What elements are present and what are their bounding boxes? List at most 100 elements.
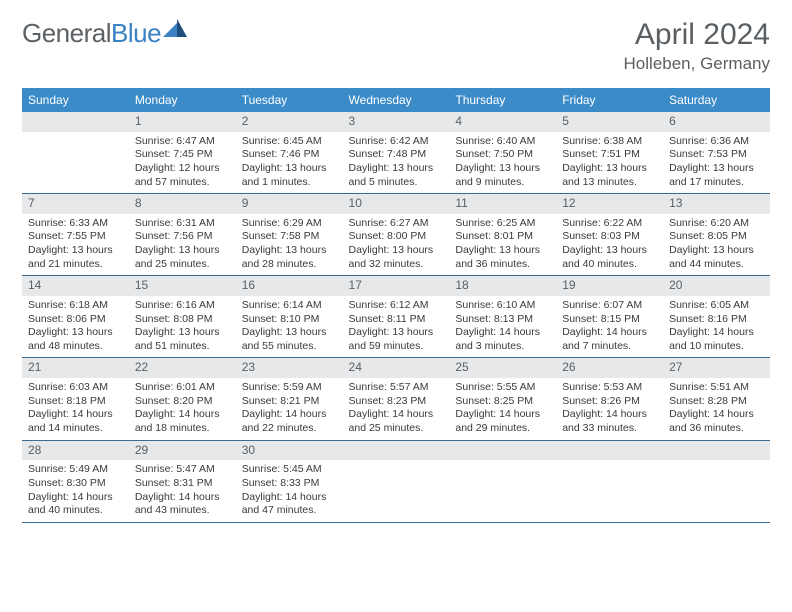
day-cell: 16Sunrise: 6:14 AMSunset: 8:10 PMDayligh… [236, 276, 343, 358]
day-number: 18 [449, 276, 556, 296]
day-number: 4 [449, 112, 556, 132]
day-cell: 30Sunrise: 5:45 AMSunset: 8:33 PMDayligh… [236, 440, 343, 522]
day-number: 14 [22, 276, 129, 296]
day-cell: 3Sunrise: 6:42 AMSunset: 7:48 PMDaylight… [343, 112, 450, 194]
day-line: Daylight: 13 hours [455, 162, 550, 176]
day-number [22, 112, 129, 132]
day-line: Sunrise: 5:57 AM [349, 381, 444, 395]
day-line: and 14 minutes. [28, 422, 123, 436]
day-line: Sunset: 8:00 PM [349, 230, 444, 244]
day-line: Sunrise: 6:10 AM [455, 299, 550, 313]
day-number: 30 [236, 441, 343, 461]
day-cell: 25Sunrise: 5:55 AMSunset: 8:25 PMDayligh… [449, 358, 556, 440]
day-content: Sunrise: 5:49 AMSunset: 8:30 PMDaylight:… [22, 460, 129, 522]
day-content: Sunrise: 6:25 AMSunset: 8:01 PMDaylight:… [449, 214, 556, 276]
day-content: Sunrise: 6:40 AMSunset: 7:50 PMDaylight:… [449, 132, 556, 194]
day-cell [343, 440, 450, 522]
day-content: Sunrise: 6:16 AMSunset: 8:08 PMDaylight:… [129, 296, 236, 358]
day-cell: 20Sunrise: 6:05 AMSunset: 8:16 PMDayligh… [663, 276, 770, 358]
day-line: Daylight: 14 hours [455, 326, 550, 340]
day-cell: 13Sunrise: 6:20 AMSunset: 8:05 PMDayligh… [663, 194, 770, 276]
day-number: 1 [129, 112, 236, 132]
day-line: Daylight: 12 hours [135, 162, 230, 176]
day-line: Sunrise: 5:53 AM [562, 381, 657, 395]
day-line: Sunrise: 6:31 AM [135, 217, 230, 231]
day-cell [556, 440, 663, 522]
day-line: Sunrise: 5:55 AM [455, 381, 550, 395]
day-cell: 14Sunrise: 6:18 AMSunset: 8:06 PMDayligh… [22, 276, 129, 358]
day-line: Sunset: 8:05 PM [669, 230, 764, 244]
day-cell: 11Sunrise: 6:25 AMSunset: 8:01 PMDayligh… [449, 194, 556, 276]
day-content: Sunrise: 6:05 AMSunset: 8:16 PMDaylight:… [663, 296, 770, 358]
day-number: 24 [343, 358, 450, 378]
day-line: Sunrise: 6:42 AM [349, 135, 444, 149]
day-content: Sunrise: 6:10 AMSunset: 8:13 PMDaylight:… [449, 296, 556, 358]
day-line: Daylight: 14 hours [242, 408, 337, 422]
day-line: and 1 minutes. [242, 176, 337, 190]
day-line: and 9 minutes. [455, 176, 550, 190]
day-number [556, 441, 663, 461]
day-line: Sunset: 8:21 PM [242, 395, 337, 409]
day-line: and 25 minutes. [135, 258, 230, 272]
day-content: Sunrise: 5:57 AMSunset: 8:23 PMDaylight:… [343, 378, 450, 440]
day-line: and 5 minutes. [349, 176, 444, 190]
day-header: Friday [556, 88, 663, 112]
day-line: Sunrise: 5:59 AM [242, 381, 337, 395]
day-content: Sunrise: 5:59 AMSunset: 8:21 PMDaylight:… [236, 378, 343, 440]
day-line: and 43 minutes. [135, 504, 230, 518]
day-number: 15 [129, 276, 236, 296]
day-line: Sunset: 7:53 PM [669, 148, 764, 162]
day-number: 7 [22, 194, 129, 214]
day-line: Sunrise: 6:05 AM [669, 299, 764, 313]
day-number: 21 [22, 358, 129, 378]
day-line: and 51 minutes. [135, 340, 230, 354]
day-line: and 32 minutes. [349, 258, 444, 272]
day-line: Daylight: 14 hours [135, 408, 230, 422]
day-content: Sunrise: 5:53 AMSunset: 8:26 PMDaylight:… [556, 378, 663, 440]
day-line: Daylight: 13 hours [242, 162, 337, 176]
day-line: Sunset: 8:03 PM [562, 230, 657, 244]
day-line: Daylight: 13 hours [455, 244, 550, 258]
day-line: Sunset: 8:06 PM [28, 313, 123, 327]
day-cell: 21Sunrise: 6:03 AMSunset: 8:18 PMDayligh… [22, 358, 129, 440]
day-line: Daylight: 14 hours [135, 491, 230, 505]
day-content: Sunrise: 5:55 AMSunset: 8:25 PMDaylight:… [449, 378, 556, 440]
day-cell: 9Sunrise: 6:29 AMSunset: 7:58 PMDaylight… [236, 194, 343, 276]
day-line: Sunset: 7:56 PM [135, 230, 230, 244]
day-line: Sunrise: 5:49 AM [28, 463, 123, 477]
day-number: 19 [556, 276, 663, 296]
day-cell: 10Sunrise: 6:27 AMSunset: 8:00 PMDayligh… [343, 194, 450, 276]
day-line: Daylight: 13 hours [28, 326, 123, 340]
month-title: April 2024 [624, 18, 770, 52]
day-line: and 47 minutes. [242, 504, 337, 518]
day-header-row: SundayMondayTuesdayWednesdayThursdayFrid… [22, 88, 770, 112]
day-line: and 59 minutes. [349, 340, 444, 354]
day-number: 26 [556, 358, 663, 378]
day-line: Sunset: 8:01 PM [455, 230, 550, 244]
day-line: Sunset: 8:16 PM [669, 313, 764, 327]
day-number [449, 441, 556, 461]
day-line: Daylight: 13 hours [242, 326, 337, 340]
day-line: and 22 minutes. [242, 422, 337, 436]
day-line: and 25 minutes. [349, 422, 444, 436]
day-line: Sunset: 8:08 PM [135, 313, 230, 327]
day-content: Sunrise: 5:47 AMSunset: 8:31 PMDaylight:… [129, 460, 236, 522]
day-line: and 36 minutes. [669, 422, 764, 436]
day-cell: 17Sunrise: 6:12 AMSunset: 8:11 PMDayligh… [343, 276, 450, 358]
day-line: and 55 minutes. [242, 340, 337, 354]
day-content: Sunrise: 6:22 AMSunset: 8:03 PMDaylight:… [556, 214, 663, 276]
day-number: 10 [343, 194, 450, 214]
day-line: Daylight: 13 hours [669, 244, 764, 258]
day-number: 16 [236, 276, 343, 296]
day-cell: 5Sunrise: 6:38 AMSunset: 7:51 PMDaylight… [556, 112, 663, 194]
day-content: Sunrise: 6:18 AMSunset: 8:06 PMDaylight:… [22, 296, 129, 358]
day-line: and 21 minutes. [28, 258, 123, 272]
day-line: Daylight: 14 hours [242, 491, 337, 505]
day-line: and 36 minutes. [455, 258, 550, 272]
day-content: Sunrise: 6:14 AMSunset: 8:10 PMDaylight:… [236, 296, 343, 358]
day-line: Sunrise: 6:03 AM [28, 381, 123, 395]
day-line: Sunrise: 5:45 AM [242, 463, 337, 477]
day-line: Sunset: 8:31 PM [135, 477, 230, 491]
day-line: and 10 minutes. [669, 340, 764, 354]
day-number: 23 [236, 358, 343, 378]
